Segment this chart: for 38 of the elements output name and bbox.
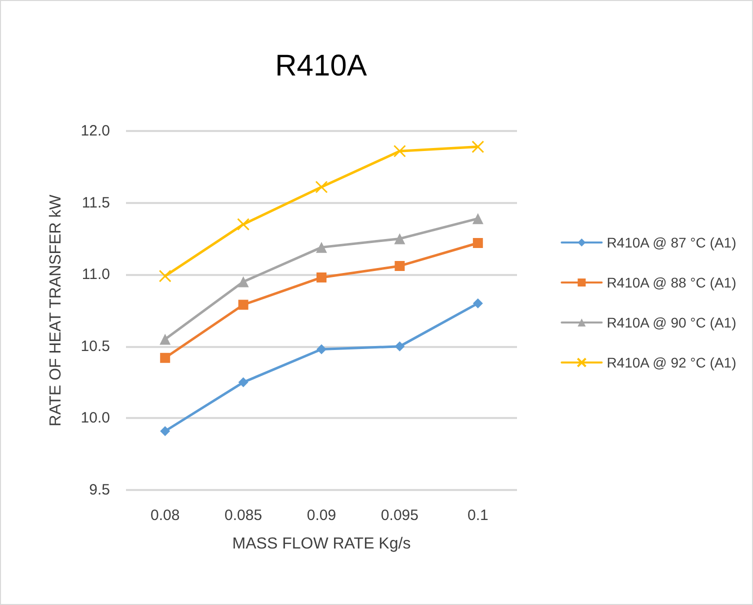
y-tick-label: 11.5 — [82, 194, 110, 212]
point — [472, 238, 483, 248]
x-tick-label: 0.1 — [467, 507, 488, 524]
legend-label: R410A @ 88 °C (A1) — [606, 274, 736, 290]
point — [472, 140, 484, 154]
point — [315, 180, 328, 194]
legend-label: R410A @ 90 °C (A1) — [606, 314, 736, 330]
y-tick-label: 9.5 — [89, 482, 110, 498]
y-tick-label: 12.0 — [80, 122, 110, 140]
chart-title: R410A — [275, 50, 367, 82]
y-tick-label: 10.5 — [80, 338, 110, 355]
point — [160, 352, 170, 363]
point — [237, 218, 250, 231]
x-tick-label: 0.08 — [150, 507, 180, 524]
x-axis-title: MASS FLOW RATE Kg/s — [232, 536, 411, 552]
point — [316, 344, 326, 354]
y-tick-label: 10.0 — [80, 410, 110, 427]
x-tick-label: 0.09 — [306, 507, 336, 524]
point — [316, 272, 326, 282]
point — [472, 298, 483, 308]
point — [472, 213, 484, 224]
point — [238, 300, 248, 310]
x-tick-label: 0.085 — [224, 507, 262, 524]
y-axis-title: RATE OF HEAT TRANSFER kW — [48, 194, 64, 426]
point — [160, 334, 171, 345]
legend-label: R410A @ 87 °C (A1) — [606, 234, 736, 250]
point — [394, 233, 406, 244]
y-tick-label: 11.0 — [82, 266, 110, 284]
point — [158, 270, 172, 282]
point — [316, 242, 327, 253]
point — [160, 426, 170, 436]
point — [394, 341, 405, 352]
point — [238, 377, 248, 388]
point — [394, 260, 405, 271]
point — [393, 144, 406, 158]
x-tick-label: 0.095 — [380, 507, 418, 524]
point — [238, 276, 249, 288]
legend-label: R410A @ 92 °C (A1) — [606, 354, 736, 370]
